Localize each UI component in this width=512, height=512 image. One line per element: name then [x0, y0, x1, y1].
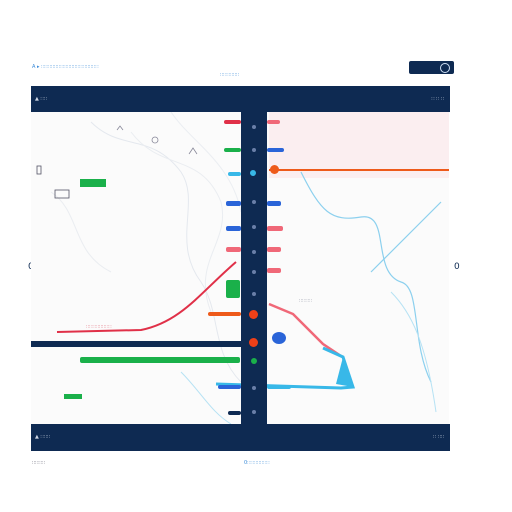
top-toolbar: ▲ ∷∷ ∷ ∷ ∷: [31, 86, 450, 112]
green-small-marker[interactable]: [64, 394, 82, 399]
route-pink[interactable]: [268, 302, 342, 358]
timeline-right-5[interactable]: [267, 247, 281, 252]
region-label: ∷∷∷∷∷∷∷∷: [86, 324, 112, 330]
timeline-dot-red-1[interactable]: [249, 310, 258, 319]
timeline-dot-3[interactable]: [250, 170, 256, 176]
marker-label: ∷∷∷∷: [299, 298, 312, 304]
timeline-dot-2[interactable]: [252, 148, 256, 152]
timeline-dot-9[interactable]: [252, 386, 256, 390]
timeline-right-2[interactable]: [267, 148, 284, 152]
timeline-dot-red-2[interactable]: [249, 338, 258, 347]
timeline-right-1[interactable]: [267, 120, 280, 124]
bottombar-left-label[interactable]: ▲ ∷∷∷: [35, 434, 50, 440]
map-graphics: [36, 112, 449, 424]
timeline-dot-6[interactable]: [252, 250, 256, 254]
left-nav-arrow[interactable]: 0: [28, 262, 34, 272]
timeline-dot-8[interactable]: [252, 292, 256, 296]
green-marker[interactable]: [80, 179, 106, 187]
route-red[interactable]: [56, 261, 237, 333]
timeline-right-6[interactable]: [267, 268, 281, 273]
bottombar-right-label[interactable]: ∷ ∷∷: [432, 434, 444, 440]
timeline-item-9[interactable]: [228, 411, 241, 415]
green-block[interactable]: [226, 280, 240, 298]
timeline-dot-4[interactable]: [252, 200, 256, 204]
timeline-item-4[interactable]: [226, 201, 241, 206]
timeline-item-8[interactable]: [218, 385, 241, 389]
timeline-dot-green[interactable]: [251, 358, 257, 364]
timeline-item-2[interactable]: [224, 148, 241, 152]
timeline-dot-10[interactable]: [252, 410, 256, 414]
toggle-button[interactable]: [409, 61, 454, 74]
timeline-dot-1[interactable]: [252, 125, 256, 129]
route-cyan[interactable]: [215, 346, 356, 390]
green-route-bar[interactable]: [80, 357, 240, 363]
timeline-item-3[interactable]: [228, 172, 241, 176]
e-icon: [440, 63, 450, 73]
caption-left: ∷∷∷∷: [32, 460, 45, 466]
right-nav-arrow[interactable]: 0: [454, 262, 460, 272]
blue-location-marker[interactable]: [272, 332, 286, 344]
toolbar-right-label[interactable]: ∷ ∷ ∷: [431, 96, 444, 102]
timeline-item-6[interactable]: [226, 247, 241, 252]
timeline-right-3[interactable]: [267, 201, 281, 206]
bottom-toolbar: ▲ ∷∷∷ ∷ ∷∷: [31, 424, 450, 451]
timeline-column: [241, 112, 267, 424]
caption-center: 0∷∷∷∷∷∷∷: [244, 460, 270, 466]
timeline-right-4[interactable]: [267, 226, 283, 231]
toolbar-left-label[interactable]: ▲ ∷∷: [35, 96, 47, 102]
timeline-item-7[interactable]: [208, 312, 241, 316]
timeline-item-1[interactable]: [224, 120, 241, 124]
app-title: A ▸ ∷∷∷∷∷∷∷∷∷∷∷∷∷∷∷∷∷∷: [32, 64, 99, 70]
timeline-orange-dot[interactable]: [270, 165, 279, 174]
timeline-dot-5[interactable]: [252, 225, 256, 229]
center-label: ∷∷∷∷∷∷: [220, 72, 240, 78]
timeline-dot-7[interactable]: [252, 270, 256, 274]
divider-bar: [31, 341, 241, 347]
timeline-right-7[interactable]: [267, 385, 291, 389]
map-canvas[interactable]: ∷∷∷∷∷∷∷∷ ∷∷∷∷ ∷∷∷: [31, 112, 449, 424]
timeline-item-5[interactable]: [226, 226, 241, 231]
